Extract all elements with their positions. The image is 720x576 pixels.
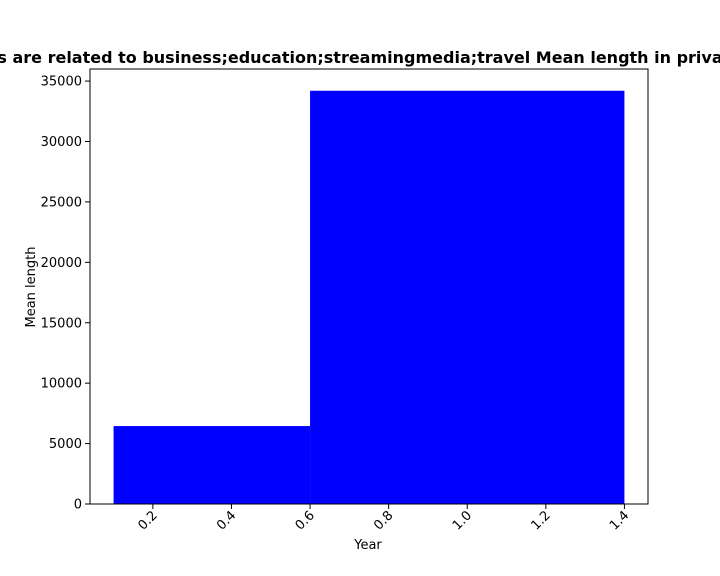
bars-group bbox=[113, 90, 625, 504]
plot-frame bbox=[89, 68, 649, 505]
y-tick-label-1: 5000 bbox=[49, 437, 82, 452]
y-axis-ticks: 0 5000 10000 15000 20000 25000 30000 35000 bbox=[41, 75, 90, 513]
bar-1 bbox=[310, 90, 625, 504]
y-tick-label-7: 35000 bbox=[41, 75, 82, 90]
y-tick-label-3: 15000 bbox=[41, 316, 82, 331]
y-tick-label-5: 25000 bbox=[41, 195, 82, 210]
y-axis-label: Mean length bbox=[24, 247, 39, 328]
bar-0 bbox=[113, 426, 311, 504]
x-axis-label: Year bbox=[353, 538, 382, 553]
y-tick-label-2: 10000 bbox=[41, 377, 82, 392]
y-tick-label-0: 0 bbox=[74, 498, 82, 513]
y-tick-label-6: 30000 bbox=[41, 135, 82, 150]
y-tick-label-4: 20000 bbox=[41, 256, 82, 271]
chart-title: s are related to business;education;stre… bbox=[0, 48, 720, 67]
